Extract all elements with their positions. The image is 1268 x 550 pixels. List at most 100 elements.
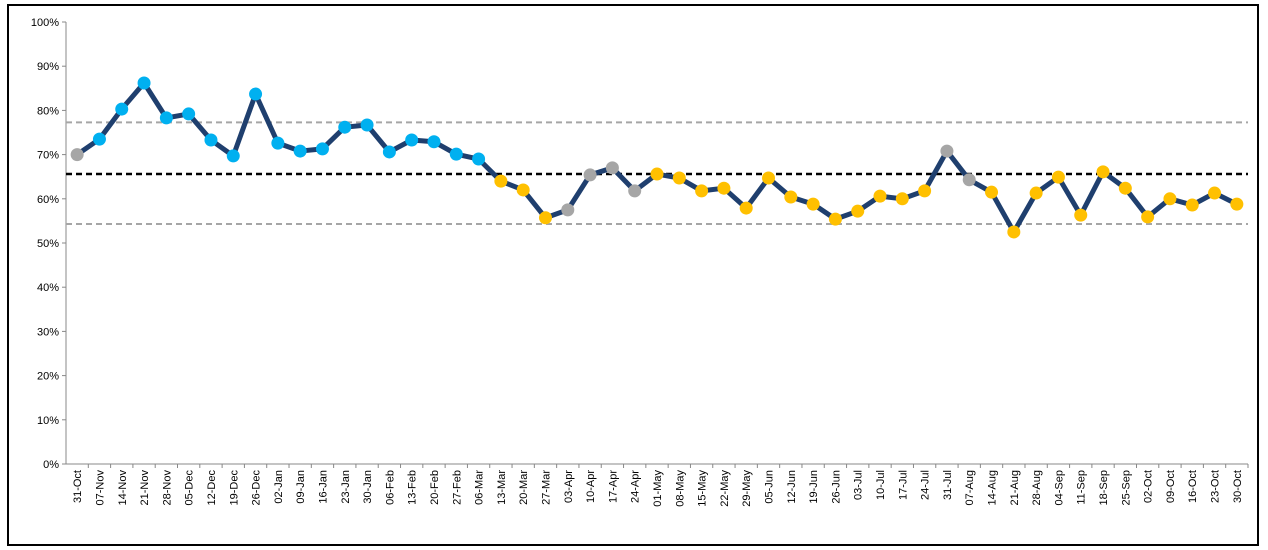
x-tick-label: 11-Sep: [1076, 470, 1088, 505]
x-tick-label: 19-Jun: [808, 470, 820, 504]
x-tick-label: 09-Jan: [295, 470, 307, 504]
x-tick-label: 21-Aug: [1009, 470, 1021, 505]
data-point: [717, 181, 731, 195]
data-point: [695, 184, 709, 198]
x-tick-label: 24-Apr: [630, 470, 642, 503]
data-point: [1074, 208, 1088, 222]
data-point: [405, 133, 419, 147]
x-tick-label: 24-Jul: [920, 470, 932, 500]
data-point: [672, 171, 686, 185]
x-tick-label: 25-Sep: [1120, 470, 1132, 505]
x-tick-label: 31-Oct: [72, 470, 84, 503]
data-point: [182, 107, 196, 121]
y-tick-label: 100%: [31, 17, 59, 29]
y-tick-label: 10%: [37, 415, 59, 427]
data-point: [561, 203, 575, 217]
data-point: [784, 190, 798, 204]
x-tick-label: 13-Mar: [496, 470, 508, 505]
x-tick-label: 03-Jul: [853, 470, 865, 500]
data-point: [92, 132, 106, 146]
data-point: [382, 145, 396, 159]
data-point: [494, 174, 508, 188]
x-tick-label: 17-Apr: [607, 470, 619, 503]
data-point: [895, 192, 909, 206]
data-point: [650, 167, 664, 181]
data-point: [315, 142, 329, 156]
x-tick-label: 20-Feb: [429, 470, 441, 505]
data-point: [1118, 181, 1132, 195]
x-tick-label: 12-Dec: [206, 470, 218, 506]
x-tick-label: 05-Dec: [184, 470, 196, 506]
x-tick-label: 02-Jan: [273, 470, 285, 504]
data-point: [605, 161, 619, 175]
data-point: [159, 111, 173, 125]
x-tick-label: 26-Jun: [830, 470, 842, 504]
data-point: [1163, 192, 1177, 206]
data-point: [516, 183, 530, 197]
x-tick-label: 06-Mar: [474, 470, 486, 505]
data-point: [1096, 165, 1110, 179]
x-tick-label: 10-Jul: [875, 470, 887, 500]
data-point: [806, 197, 820, 211]
x-tick-label: 19-Dec: [228, 470, 240, 506]
y-tick-label: 50%: [37, 238, 59, 250]
data-point: [204, 133, 218, 147]
data-point: [70, 148, 84, 162]
x-tick-label: 28-Aug: [1031, 470, 1043, 505]
data-point: [828, 212, 842, 226]
data-point: [226, 149, 240, 163]
x-tick-label: 04-Sep: [1053, 470, 1065, 505]
data-point: [1141, 210, 1155, 224]
data-point: [762, 171, 776, 185]
x-tick-label: 13-Feb: [407, 470, 419, 505]
x-tick-label: 30-Oct: [1232, 470, 1244, 503]
x-tick-label: 16-Oct: [1187, 470, 1199, 503]
y-tick-label: 0%: [43, 459, 59, 471]
data-point: [472, 152, 486, 166]
data-point: [940, 144, 954, 158]
x-tick-label: 02-Oct: [1143, 470, 1155, 503]
data-point: [1185, 198, 1199, 212]
data-point: [1230, 197, 1244, 211]
data-point: [1208, 186, 1222, 200]
x-tick-label: 03-Apr: [563, 470, 575, 503]
data-point: [1029, 186, 1043, 200]
x-tick-label: 30-Jan: [362, 470, 374, 504]
data-point: [449, 147, 463, 161]
x-tick-label: 10-Apr: [585, 470, 597, 503]
y-tick-label: 60%: [37, 194, 59, 206]
y-tick-label: 40%: [37, 282, 59, 294]
chart-frame: [7, 4, 1259, 546]
x-tick-label: 06-Feb: [384, 470, 396, 505]
x-tick-label: 31-Jul: [942, 470, 954, 500]
x-tick-label: 08-May: [674, 470, 686, 507]
data-point: [293, 144, 307, 158]
x-tick-label: 23-Jan: [340, 470, 352, 504]
data-point: [271, 136, 285, 150]
x-tick-label: 26-Dec: [251, 470, 263, 506]
y-tick-label: 30%: [37, 326, 59, 338]
x-tick-label: 29-May: [741, 470, 753, 507]
x-tick-label: 16-Jan: [317, 470, 329, 504]
data-point: [918, 184, 932, 198]
y-tick-label: 80%: [37, 105, 59, 117]
data-point: [1007, 225, 1021, 239]
x-tick-label: 05-Jun: [764, 470, 776, 504]
x-tick-label: 14-Nov: [117, 470, 129, 506]
data-point: [137, 76, 151, 90]
x-tick-label: 21-Nov: [139, 470, 151, 506]
x-tick-label: 07-Aug: [964, 470, 976, 505]
data-point: [962, 173, 976, 187]
x-tick-label: 09-Oct: [1165, 470, 1177, 503]
x-tick-label: 28-Nov: [161, 470, 173, 506]
data-point: [873, 189, 887, 203]
x-tick-label: 07-Nov: [94, 470, 106, 506]
x-tick-label: 18-Sep: [1098, 470, 1110, 505]
data-point: [338, 120, 352, 134]
x-tick-label: 27-Mar: [540, 470, 552, 505]
y-tick-label: 90%: [37, 61, 59, 73]
x-tick-label: 17-Jul: [897, 470, 909, 500]
data-point: [739, 201, 753, 215]
data-point: [851, 204, 865, 218]
